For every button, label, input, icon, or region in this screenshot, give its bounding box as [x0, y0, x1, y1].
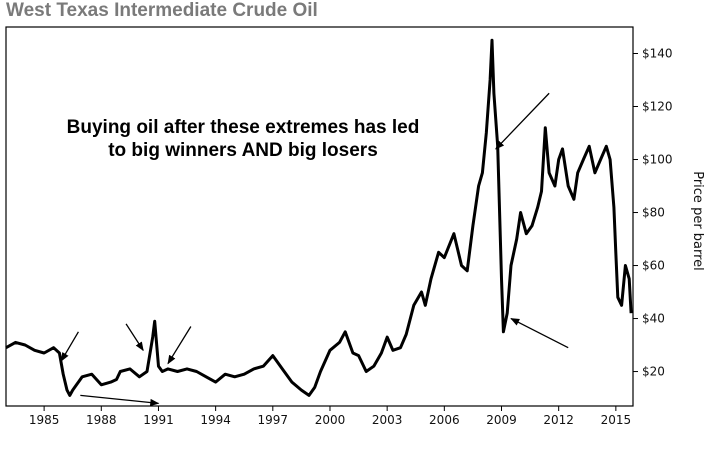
plot-frame: [5, 26, 634, 407]
chart-title: West Texas Intermediate Crude Oil: [6, 0, 318, 21]
y-tick-label: $40: [642, 312, 665, 326]
x-tick-label: 2000: [315, 413, 346, 427]
annotation-arrow: [125, 323, 144, 352]
y-tick-label: $60: [642, 259, 665, 273]
x-tick-label: 1994: [200, 413, 231, 427]
y-tick-label: $100: [642, 153, 673, 167]
x-tick-label: 1988: [86, 413, 117, 427]
x-tick-label: 1985: [29, 413, 60, 427]
annotation-arrow: [80, 394, 160, 407]
annotation-arrow: [60, 331, 79, 362]
y-axis-title: Price per barrel: [690, 171, 705, 271]
annotation-line-1: Buying oil after these extremes has led: [67, 117, 420, 138]
y-tick-label: $120: [642, 100, 673, 114]
series-line-wti-price: [5, 38, 633, 397]
y-tick-label: $140: [642, 47, 673, 61]
x-tick-label: 2015: [601, 413, 632, 427]
x-axis: 1985 1988 1991 1994 1997 2000 2003 2006 2009 2012…: [29, 406, 631, 427]
x-tick-label: 2006: [429, 413, 460, 427]
x-tick-label: 1991: [143, 413, 174, 427]
annotation-arrow: [495, 92, 550, 150]
y-tick-label: $20: [642, 365, 665, 379]
annotation-arrows: [60, 92, 569, 407]
x-tick-label: 2012: [543, 413, 574, 427]
x-tick-label: 2003: [372, 413, 403, 427]
y-axis: $20 $40 $60 $80 $100 $120 $140: [633, 47, 673, 379]
y-tick-label: $80: [642, 206, 665, 220]
x-tick-label: 1997: [258, 413, 289, 427]
annotation-arrow: [167, 326, 192, 365]
annotation-arrow: [510, 317, 569, 349]
annotation-line-2: to big winners AND big losers: [108, 140, 378, 161]
x-tick-label: 2009: [486, 413, 517, 427]
